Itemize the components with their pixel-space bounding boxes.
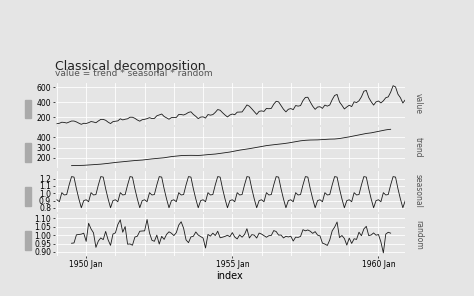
Text: random: random: [414, 220, 423, 250]
FancyBboxPatch shape: [25, 99, 31, 118]
Text: trend: trend: [414, 137, 423, 158]
FancyBboxPatch shape: [25, 231, 31, 250]
X-axis label: index: index: [217, 271, 243, 281]
FancyBboxPatch shape: [25, 143, 31, 162]
Text: Classical decomposition: Classical decomposition: [55, 59, 205, 73]
Text: seasonal: seasonal: [414, 174, 423, 208]
FancyBboxPatch shape: [25, 187, 31, 206]
Text: value = trend * seasonal * random: value = trend * seasonal * random: [55, 70, 212, 78]
Text: value: value: [414, 93, 423, 114]
